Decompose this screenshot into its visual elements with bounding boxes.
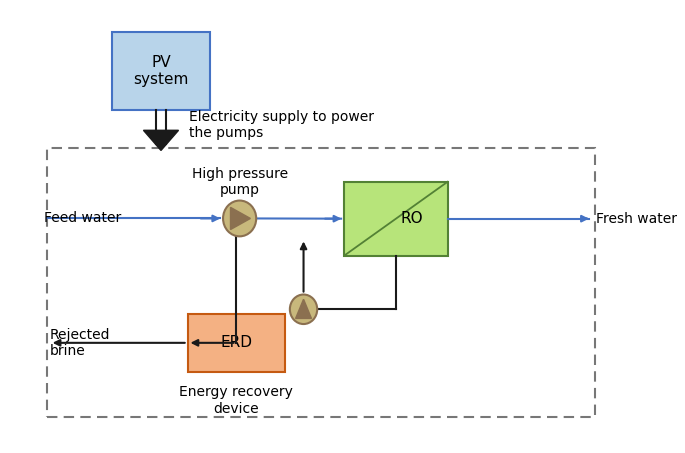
Text: Energy recovery
device: Energy recovery device (179, 386, 293, 415)
Polygon shape (296, 299, 312, 318)
Text: Electricity supply to power
the pumps: Electricity supply to power the pumps (189, 110, 374, 140)
Text: Rejected
brine: Rejected brine (50, 328, 110, 358)
Text: High pressure
pump: High pressure pump (192, 167, 288, 197)
Text: RO: RO (400, 211, 423, 226)
Text: Fresh water: Fresh water (596, 212, 677, 226)
Bar (345, 182, 448, 255)
Bar (112, 32, 210, 110)
Polygon shape (143, 130, 179, 150)
Polygon shape (231, 207, 251, 230)
Bar (47, 148, 595, 417)
Text: ERD: ERD (220, 335, 252, 350)
Ellipse shape (290, 294, 317, 324)
Text: PV
system: PV system (134, 55, 188, 87)
Text: Feed water: Feed water (44, 212, 121, 226)
Bar (188, 314, 285, 372)
Ellipse shape (223, 201, 256, 236)
